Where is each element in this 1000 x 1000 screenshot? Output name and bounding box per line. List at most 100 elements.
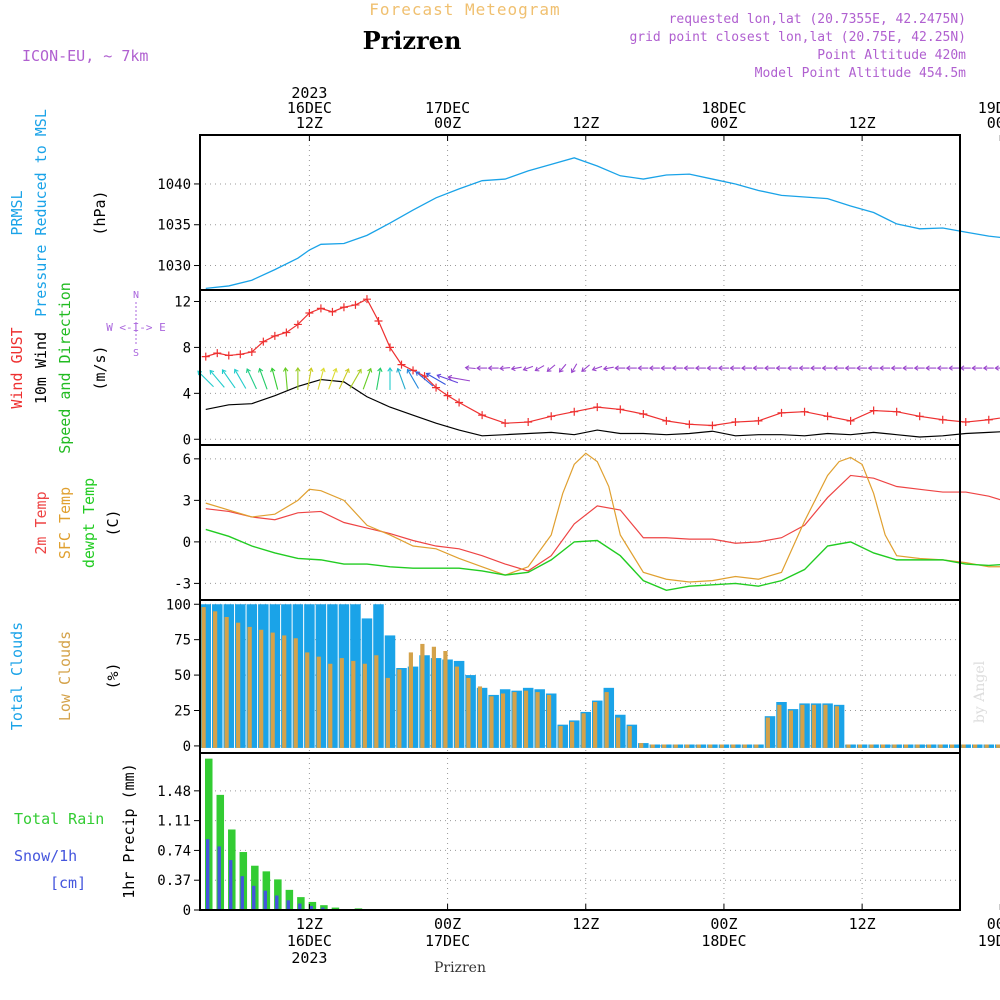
low-cloud-bar: [811, 704, 817, 748]
wind-direction-arrow: [233, 368, 247, 389]
wind-direction-arrow: [245, 368, 257, 390]
compass-south: S: [133, 348, 139, 359]
wind-arrow-head: [377, 367, 383, 373]
gust-marker: [915, 412, 924, 421]
bottom-time-label: 12Z: [296, 915, 323, 933]
wind-arrow-shaft: [284, 367, 288, 390]
wind-arrow-shaft: [465, 367, 476, 370]
wind-direction-arrow: [729, 365, 741, 371]
low-cloud-bar: [765, 717, 770, 748]
gust-marker: [938, 415, 947, 424]
gust-marker: [201, 352, 210, 361]
bottom-time-label: 18DEC: [701, 932, 746, 950]
low-cloud-bar: [973, 744, 978, 748]
wind-arrow-head: [752, 365, 758, 371]
wind-direction-arrow: [764, 365, 775, 371]
low-cloud-bar: [627, 726, 632, 748]
y-tick-label: 0.37: [157, 873, 191, 889]
wind-arrow-head: [948, 365, 953, 371]
wind-arrow-head: [436, 373, 442, 379]
dewpoint-line: [205, 528, 1000, 592]
low-cloud-bar: [236, 622, 241, 748]
total-cloud-bar: [568, 720, 580, 748]
low-cloud-bar: [224, 617, 229, 748]
wind-arrow-head: [913, 365, 919, 371]
total-cloud-bar: [315, 604, 327, 748]
y-tick-label: -3: [174, 576, 191, 592]
total-cloud-bar: [718, 744, 730, 748]
low-cloud-bar: [247, 626, 252, 748]
total-cloud-bar: [960, 744, 972, 748]
snow-bar: [275, 895, 279, 910]
wind-arrow-head: [833, 365, 838, 371]
total-cloud-bar: [327, 604, 338, 748]
total-cloud-bar: [856, 744, 868, 748]
t2m-label: 2m Temp: [32, 491, 50, 554]
wind-arrow-head: [308, 367, 314, 373]
wind-direction-arrow: [902, 365, 914, 371]
total-cloud-bar: [430, 658, 442, 748]
wind-arrow-head: [971, 365, 976, 371]
pressure-unit: (hPa): [91, 190, 109, 235]
wind-unit: (m/s): [91, 345, 109, 390]
wind-arrow-shaft: [376, 368, 381, 390]
gust-marker: [224, 351, 233, 360]
wind-arrow-head: [982, 365, 988, 371]
wind-arrow-head: [856, 365, 861, 371]
total-cloud-bar: [661, 744, 672, 748]
total-cloud-bar: [292, 604, 304, 748]
wind-arrow-head: [546, 367, 552, 372]
y-tick-label: 0: [183, 903, 191, 919]
top-time-label: 19DEC: [978, 99, 1000, 117]
wind-arrow-head: [425, 372, 431, 378]
wind-direction-arrow: [994, 365, 1000, 371]
wind-arrow-shaft: [437, 374, 459, 384]
wind-arrow-head: [487, 365, 493, 371]
low-cloud-bar: [477, 686, 483, 748]
wind-direction-arrow: [660, 365, 672, 371]
low-cloud-bar: [420, 643, 425, 748]
wind-arrow-shaft: [209, 370, 225, 388]
total-cloud-bar: [557, 724, 568, 748]
y-tick-label: 1.48: [157, 784, 191, 800]
y-tick-label: 100: [166, 597, 191, 613]
gust-marker: [846, 416, 855, 425]
total-cloud-bar: [879, 744, 891, 748]
compass-north: N: [133, 290, 139, 301]
wind-direction-arrow: [948, 365, 960, 371]
low-cloud-bar: [293, 638, 298, 748]
low-cloud-bar: [558, 726, 563, 748]
wind-direction-arrow: [387, 367, 393, 390]
wind-arrow-head: [534, 366, 540, 372]
low-cloud-bar: [949, 744, 955, 748]
wind-arrow-shaft: [603, 366, 614, 370]
wind-arrow-shaft: [234, 369, 247, 389]
top-time-label: 00Z: [710, 114, 737, 132]
top-time-label: 16DEC: [287, 99, 332, 117]
gust-marker: [236, 350, 245, 359]
top-time-label: 00Z: [434, 114, 461, 132]
total-cloud-bar: [787, 709, 799, 748]
watermark: by Angel: [972, 660, 988, 723]
rain-bar: [205, 758, 213, 910]
wind-arrow-head: [648, 365, 654, 371]
wind-arrow-head: [522, 366, 528, 372]
pressure-label: Pressure Reduced to MSL: [32, 109, 50, 317]
bottom-time-label: 12Z: [849, 915, 876, 933]
wind-direction-arrow: [436, 373, 459, 384]
wind-arrow-shaft: [500, 367, 511, 370]
gust-marker: [869, 406, 878, 415]
wind-arrow-head: [320, 367, 326, 373]
low-cloud-bar: [535, 692, 540, 748]
wind-arrow-head: [683, 365, 689, 371]
top-time-label: 12Z: [572, 114, 599, 132]
low-cloud-bar: [339, 658, 344, 748]
wind-arrow-head: [890, 365, 896, 371]
wind-arrow-head: [332, 367, 338, 373]
y-tick-label: 4: [183, 386, 191, 402]
wind-direction-arrow: [810, 365, 822, 371]
wind-arrow-shaft: [317, 368, 325, 390]
low-cloud-bar: [915, 744, 920, 748]
gust-marker: [339, 303, 348, 312]
low-cloud-bar: [846, 744, 851, 748]
